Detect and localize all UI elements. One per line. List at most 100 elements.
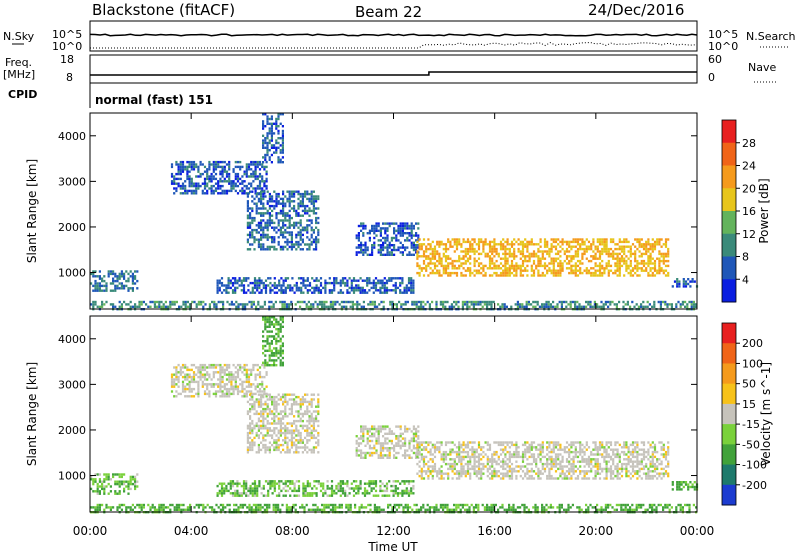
range-cell — [112, 303, 115, 306]
range-cell — [223, 180, 226, 183]
range-cell — [208, 168, 211, 171]
range-cell — [377, 251, 380, 254]
range-cell — [232, 390, 235, 393]
range-cell — [197, 168, 200, 171]
range-cell — [310, 243, 313, 246]
range-cell — [268, 356, 271, 360]
range-cell — [103, 279, 106, 283]
range-cell — [390, 253, 393, 256]
range-cell — [410, 244, 413, 247]
range-cell — [268, 342, 271, 345]
range-cell — [560, 300, 563, 304]
range-cell — [221, 180, 224, 183]
range-cell — [180, 305, 183, 308]
range-cell — [569, 300, 572, 304]
range-cell — [255, 238, 258, 241]
range-cell — [243, 395, 246, 398]
range-cell — [521, 274, 525, 277]
range-cell — [417, 244, 420, 247]
range-cell — [576, 255, 580, 258]
range-cell — [275, 323, 278, 326]
range-cell — [550, 247, 553, 251]
range-cell — [192, 184, 196, 188]
range-cell — [306, 434, 309, 437]
range-cell — [249, 417, 252, 420]
range-cell — [175, 172, 178, 176]
range-cell — [257, 245, 260, 249]
range-cell — [634, 264, 637, 268]
range-cell — [651, 262, 654, 265]
range-cell — [373, 224, 376, 228]
range-cell — [268, 318, 271, 321]
range-cell — [315, 286, 318, 290]
range-cell — [279, 419, 282, 423]
range-cell — [373, 246, 376, 249]
colorbar-tick-label: 16 — [742, 205, 756, 218]
range-cell — [306, 224, 309, 227]
range-cell — [290, 412, 293, 416]
range-cell — [295, 243, 298, 246]
range-cell — [550, 262, 553, 265]
range-cell — [271, 284, 274, 287]
range-cell — [206, 182, 209, 185]
range-cell — [181, 366, 185, 369]
range-cell — [261, 177, 264, 181]
range-cell — [263, 182, 266, 185]
range-cell — [576, 243, 580, 246]
range-cell — [607, 264, 610, 268]
range-cell — [546, 264, 549, 268]
range-cell — [585, 247, 588, 251]
range-cell — [344, 277, 347, 280]
range-cell — [271, 480, 274, 483]
range-cell — [112, 282, 115, 285]
range-cell — [193, 300, 196, 304]
range-cell — [223, 177, 226, 181]
range-cell — [173, 366, 176, 369]
range-cell — [279, 137, 282, 140]
range-cell — [579, 238, 582, 241]
range-cell — [596, 247, 599, 251]
range-cell — [384, 442, 387, 445]
range-cell — [425, 462, 428, 466]
range-cell — [266, 221, 269, 225]
range-cell — [260, 405, 263, 408]
range-cell — [210, 366, 213, 369]
range-cell — [519, 250, 522, 253]
range-cell — [384, 241, 387, 244]
range-cell — [350, 279, 353, 282]
range-cell — [253, 494, 257, 497]
range-cell — [526, 247, 529, 251]
range-cell — [629, 269, 632, 272]
range-cell — [589, 300, 592, 304]
range-cell — [431, 252, 434, 256]
range-cell — [603, 243, 606, 246]
range-cell — [255, 424, 258, 428]
range-cell — [557, 262, 560, 265]
range-cell — [282, 291, 285, 294]
range-cell — [268, 349, 271, 352]
range-cell — [251, 489, 254, 493]
range-cell — [251, 446, 254, 449]
range-cell — [649, 252, 652, 256]
range-cell — [288, 233, 291, 237]
range-cell — [234, 383, 237, 386]
range-cell — [420, 474, 423, 478]
range-cell — [481, 300, 484, 304]
range-cell — [257, 224, 260, 227]
range-cell — [447, 238, 450, 241]
range-cell — [266, 134, 269, 137]
range-cell — [417, 236, 420, 240]
range-cell — [277, 200, 280, 203]
range-cell — [386, 442, 389, 445]
range-cell — [164, 305, 167, 308]
range-cell — [252, 172, 255, 176]
range-cell — [651, 247, 654, 251]
range-cell — [258, 390, 262, 393]
range-cell — [429, 465, 432, 468]
range-cell — [315, 248, 318, 251]
range-cell — [241, 371, 244, 374]
range-cell — [268, 347, 271, 350]
range-cell — [279, 340, 282, 343]
range-cell — [312, 212, 315, 215]
range-cell — [559, 267, 562, 270]
